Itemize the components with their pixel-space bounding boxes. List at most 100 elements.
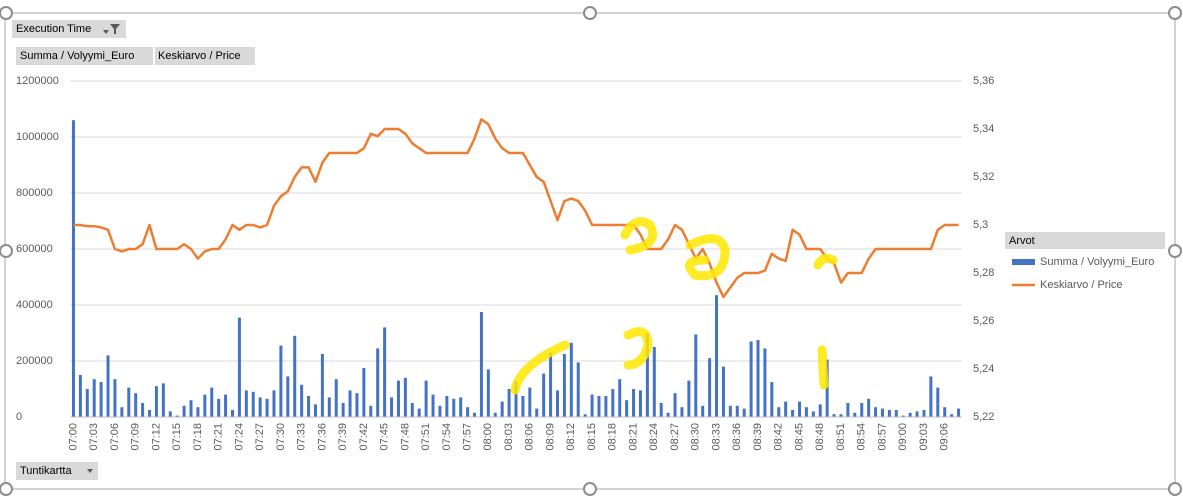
bar [99,382,103,417]
bar [217,398,221,417]
x-tick-label: 08:33 [710,423,722,451]
field-button[interactable] [155,47,255,65]
bar [632,389,636,417]
bar [348,390,352,417]
bar [106,355,110,417]
y2-tick-label: 5,34 [973,123,994,135]
bar [804,407,808,417]
bar [224,394,228,417]
bar [141,403,145,417]
x-tick-label: 09:00 [897,423,909,451]
x-tick-label: 07:18 [192,423,204,451]
bar [936,387,940,417]
x-tick-label: 07:45 [379,423,391,451]
bar [957,408,961,417]
plot-area: 0 200000 400000 600000 800000 1000000 1200000 5… [16,75,994,451]
bar [673,393,677,417]
x-tick-label: 08:18 [607,423,619,451]
bar [78,375,82,417]
bar [410,403,414,417]
bar [500,401,504,417]
bar [715,295,719,417]
x-tick-label: 07:51 [420,423,432,451]
bar [549,352,553,417]
bar [113,379,117,417]
x-tick-label: 08:03 [503,423,515,451]
bar [479,312,483,417]
bar [652,347,656,417]
axis-button[interactable] [16,462,98,480]
bar [134,393,138,417]
bar [466,407,470,417]
bar [929,376,933,417]
bar [694,334,698,417]
x-tick-label: 07:30 [275,423,287,451]
bar [701,405,705,417]
bar [735,405,739,417]
bar [562,354,566,417]
bar [915,411,919,417]
bar [742,408,746,417]
bar [521,396,525,417]
selection-handles[interactable] [0,6,1182,496]
bar [666,412,670,417]
y-tick-label: 1200000 [16,75,59,87]
bar [369,405,373,417]
bar [680,407,684,417]
bar [251,391,255,417]
bar [542,373,546,417]
bar [853,412,857,417]
bar [127,387,131,417]
x-tick-label: 08:39 [752,423,764,451]
field-button[interactable] [16,47,153,65]
bar [237,317,241,417]
bar [175,415,179,417]
bar [576,362,580,417]
bar [148,410,152,417]
x-tick-label: 07:42 [358,423,370,451]
y2-tick-label: 5,32 [973,171,994,183]
bar [293,335,297,417]
bar [590,394,594,417]
x-tick-label: 07:48 [399,423,411,451]
y-tick-label: 400000 [16,299,53,311]
bar [452,398,456,417]
filter-button[interactable] [12,20,126,38]
x-tick-label: 08:06 [524,423,536,451]
bar [431,394,435,417]
bar [784,401,788,417]
y2-tick-label: 5,22 [973,411,994,423]
bar [307,396,311,417]
bar [355,393,359,417]
bar [908,412,912,417]
y-tick-label: 1000000 [16,131,59,143]
bar [597,396,601,417]
bar [950,414,954,417]
x-tick-label: 08:42 [773,423,785,451]
legend-label: Keskiarvo / Price [1040,279,1123,291]
bar [555,390,559,417]
filter-icon [103,24,120,34]
bar [645,333,649,417]
x-tick-label: 08:51 [835,423,847,451]
bar [390,397,394,417]
bar [756,340,760,417]
bar [327,397,331,417]
bar [120,407,124,417]
legend-title: Arvot [1009,235,1035,247]
bar [708,358,712,417]
bar [334,379,338,417]
bar [901,415,905,417]
y-tick-label: 0 [16,411,22,423]
bar [618,379,622,417]
bar [341,403,345,417]
bar [230,410,234,417]
x-tick-label: 07:00 [67,423,79,451]
bar [880,408,884,417]
y2-tick-label: 5,26 [973,315,994,327]
x-tick-label: 07:09 [130,423,142,451]
bar [818,404,822,417]
x-tick-label: 07:15 [171,423,183,451]
